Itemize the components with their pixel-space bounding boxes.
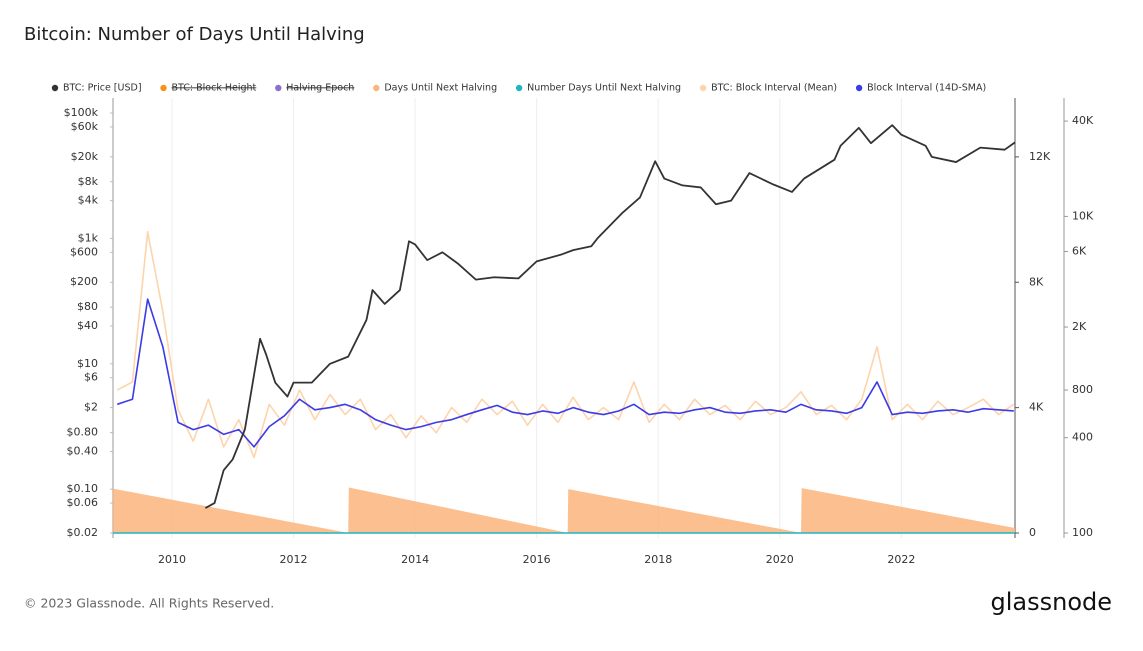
x-tick-label: 2012 xyxy=(280,553,308,566)
legend-marker xyxy=(373,84,380,92)
y3-tick-label: 100 xyxy=(1072,526,1093,539)
legend: BTC: Price [USD] BTC: Block Height Halving… xyxy=(51,83,986,94)
legend-label: Block Interval (14D-SMA) xyxy=(867,83,986,94)
y3-tick-label: 800 xyxy=(1072,383,1093,396)
y3-tick-label: 2K xyxy=(1072,320,1087,333)
y-tick-label: $100k xyxy=(64,106,99,119)
y-tick-label: $20k xyxy=(71,150,99,163)
y2-tick-label: 4K xyxy=(1029,401,1044,414)
logo: glassnode xyxy=(990,588,1112,616)
y3-tick-label: 6K xyxy=(1072,245,1087,258)
y2-tick-label: 12K xyxy=(1029,150,1051,163)
y-tick-label: $0.10 xyxy=(67,482,99,495)
y3-tick-label: 400 xyxy=(1072,431,1093,444)
line xyxy=(204,124,1016,509)
legend-label: BTC: Block Height xyxy=(172,83,257,94)
footer: © 2023 Glassnode. All Rights Reserved. xyxy=(24,596,274,611)
legend-marker xyxy=(515,84,523,92)
y3-tick-label: 40K xyxy=(1072,114,1094,127)
legend-label: Number Days Until Next Halving xyxy=(527,83,681,94)
y-tick-label: $8k xyxy=(78,175,99,188)
y-tick-label: $10 xyxy=(77,357,98,370)
legend-marker xyxy=(275,84,282,92)
legend-marker xyxy=(855,84,863,92)
line xyxy=(117,298,1014,448)
x-tick-label: 2020 xyxy=(766,553,794,566)
y-tick-label: $600 xyxy=(70,245,98,258)
y2-tick-label: 0 xyxy=(1029,526,1036,539)
x-tick-label: 2016 xyxy=(523,553,551,566)
y-tick-label: $6 xyxy=(84,371,98,384)
legend-marker xyxy=(160,84,167,92)
legend-marker xyxy=(699,84,707,92)
legend-label: BTC: Price [USD] xyxy=(63,83,142,94)
legend-label: BTC: Block Interval (Mean) xyxy=(711,83,837,94)
x-tick-label: 2014 xyxy=(401,553,429,566)
legend-marker xyxy=(51,84,59,92)
y-tick-label: $80 xyxy=(77,300,98,313)
y2-tick-label: 8K xyxy=(1029,275,1044,288)
y-tick-label: $40 xyxy=(77,319,98,332)
x-tick-label: 2022 xyxy=(887,553,915,566)
y-tick-label: $200 xyxy=(70,275,98,288)
y-tick-label: $1k xyxy=(78,231,99,244)
y-tick-label: $0.06 xyxy=(67,496,99,509)
line xyxy=(116,230,1015,459)
y-tick-label: $0.40 xyxy=(67,444,99,457)
x-tick-label: 2018 xyxy=(644,553,672,566)
y-tick-label: $0.80 xyxy=(67,426,99,439)
legend-label: Halving Epoch xyxy=(286,83,354,94)
chart-title: Bitcoin: Number of Days Until Halving xyxy=(24,24,365,45)
y3-tick-label: 10K xyxy=(1072,209,1094,222)
x-tick-label: 2010 xyxy=(158,553,186,566)
y-tick-label: $60k xyxy=(71,120,99,133)
y-tick-label: $2 xyxy=(84,401,98,414)
y-tick-label: $0.02 xyxy=(67,526,99,539)
area xyxy=(113,487,1015,533)
y-tick-label: $4k xyxy=(78,194,99,207)
legend-label: Days Until Next Halving xyxy=(384,83,497,94)
